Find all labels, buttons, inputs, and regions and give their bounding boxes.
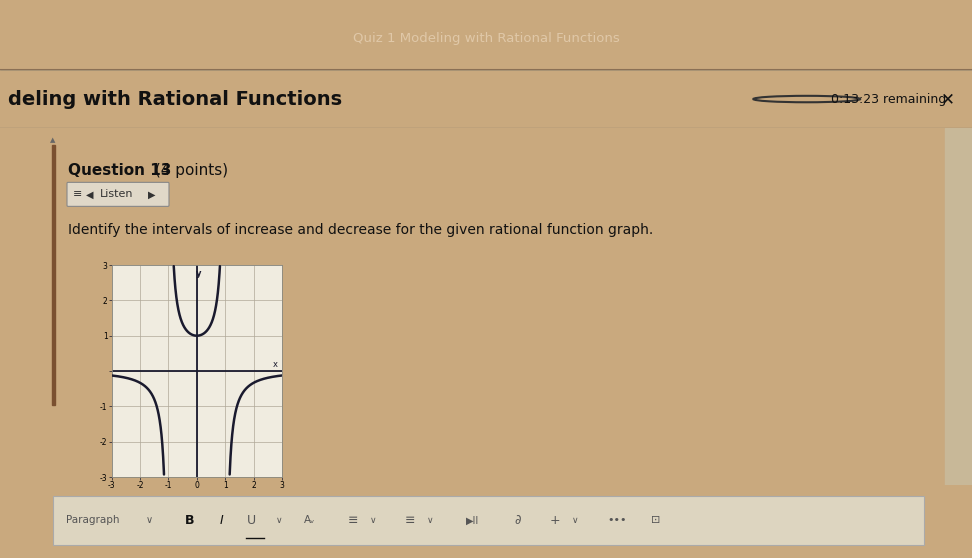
- Text: Aᵥ: Aᵥ: [303, 516, 315, 525]
- Bar: [52, 145, 55, 406]
- Text: ∨: ∨: [369, 516, 376, 525]
- Text: ≡: ≡: [348, 514, 359, 527]
- Text: Identify the intervals of increase and decrease for the given rational function : Identify the intervals of increase and d…: [68, 223, 653, 237]
- Text: ∨: ∨: [275, 516, 282, 525]
- Text: Listen: Listen: [100, 189, 133, 199]
- Text: (4 points): (4 points): [150, 163, 228, 178]
- FancyBboxPatch shape: [67, 182, 169, 206]
- Text: ∨: ∨: [427, 516, 434, 525]
- Text: ≡: ≡: [405, 514, 415, 527]
- Text: ≡: ≡: [73, 189, 83, 199]
- Text: ▲: ▲: [51, 137, 55, 143]
- Text: •••: •••: [608, 516, 627, 525]
- Text: ∨: ∨: [572, 516, 578, 525]
- Text: deling with Rational Functions: deling with Rational Functions: [8, 89, 342, 109]
- Text: ∨: ∨: [146, 516, 153, 525]
- FancyBboxPatch shape: [53, 496, 923, 545]
- Text: ∂: ∂: [515, 514, 521, 527]
- Text: B: B: [185, 514, 194, 527]
- Text: +: +: [550, 514, 561, 527]
- Text: Quiz 1 Modeling with Rational Functions: Quiz 1 Modeling with Rational Functions: [353, 32, 619, 45]
- Bar: [945, 128, 972, 485]
- Text: 0:13:23 remaining: 0:13:23 remaining: [831, 93, 947, 105]
- Text: U: U: [247, 514, 256, 527]
- Text: ✕: ✕: [941, 90, 955, 108]
- Text: y: y: [196, 270, 202, 278]
- Text: I: I: [220, 514, 224, 527]
- Text: x: x: [272, 360, 277, 369]
- Text: Paragraph: Paragraph: [66, 516, 120, 525]
- Text: ◀: ◀: [86, 189, 93, 199]
- Text: ⊡: ⊡: [651, 516, 661, 525]
- Text: ▶II: ▶II: [467, 516, 480, 525]
- Text: Question 13: Question 13: [68, 163, 171, 178]
- Text: ▶: ▶: [148, 189, 156, 199]
